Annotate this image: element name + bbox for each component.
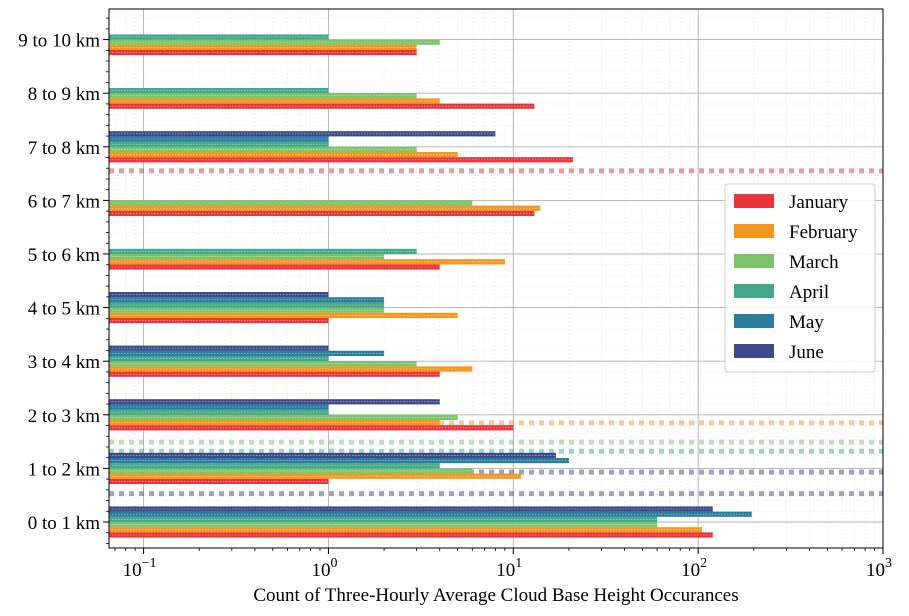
x-tick-label: 100 — [311, 556, 337, 581]
legend-swatch — [734, 314, 774, 328]
bar — [109, 307, 385, 313]
bar — [109, 478, 329, 484]
bar — [109, 404, 329, 410]
y-tick-label: 8 to 9 km — [28, 84, 101, 105]
bars — [109, 34, 752, 538]
x-axis-label: Count of Three-Hourly Average Cloud Base… — [253, 585, 738, 606]
bar — [109, 210, 535, 216]
bar — [109, 356, 329, 362]
legend: January February March April May June — [724, 183, 876, 373]
x-tick-label: 101 — [496, 556, 522, 581]
legend-label: March — [789, 252, 839, 273]
x-tick-label: 102 — [681, 556, 707, 581]
legend-label: January — [789, 192, 849, 213]
plot-frame — [108, 8, 884, 549]
y-tick-label: 7 to 8 km — [28, 138, 101, 159]
bar — [109, 136, 329, 142]
legend-swatch — [734, 284, 774, 298]
reference-lines — [109, 168, 883, 497]
bar — [109, 141, 329, 147]
y-tick-label: 9 to 10 km — [18, 31, 100, 52]
x-tick-label: 103 — [866, 556, 892, 581]
bar — [109, 366, 473, 372]
bar — [109, 34, 329, 40]
bar — [109, 468, 473, 474]
x-axis: 10−1 100 101 102 103 — [114, 548, 892, 581]
bar — [109, 292, 329, 298]
y-tick-label: 5 to 6 km — [28, 245, 101, 266]
bar — [109, 297, 385, 303]
y-tick-label: 3 to 4 km — [28, 352, 101, 373]
legend-swatch — [734, 194, 774, 208]
y-tick-label: 4 to 5 km — [28, 299, 101, 320]
bar — [109, 200, 473, 206]
bar — [109, 473, 521, 479]
x-tick-label: 10−1 — [123, 556, 157, 581]
legend-label: April — [789, 282, 829, 303]
legend-swatch — [734, 344, 774, 358]
legend-label: May — [789, 312, 824, 333]
bar — [109, 88, 329, 94]
bar — [109, 302, 385, 308]
bar — [109, 103, 535, 109]
bar — [109, 318, 329, 324]
bar — [109, 259, 505, 265]
bar — [109, 254, 385, 260]
legend-swatch — [734, 254, 774, 268]
y-axis: 0 to 1 km 1 to 2 km 2 to 3 km 3 to 4 km 4 to… — [18, 17, 109, 544]
bar — [109, 409, 329, 415]
y-tick-label: 6 to 7 km — [28, 191, 101, 212]
bar — [109, 350, 385, 356]
y-tick-label: 1 to 2 km — [28, 459, 101, 480]
bar — [109, 458, 569, 464]
y-tick-label: 2 to 3 km — [28, 406, 101, 427]
bar — [109, 527, 703, 533]
y-tick-label: 0 to 1 km — [28, 513, 101, 534]
legend-label: February — [789, 222, 858, 243]
bar — [109, 345, 329, 351]
legend-label: June — [789, 342, 824, 363]
bar — [109, 205, 541, 211]
bar — [109, 532, 713, 538]
bar — [109, 506, 713, 512]
legend-swatch — [734, 224, 774, 238]
